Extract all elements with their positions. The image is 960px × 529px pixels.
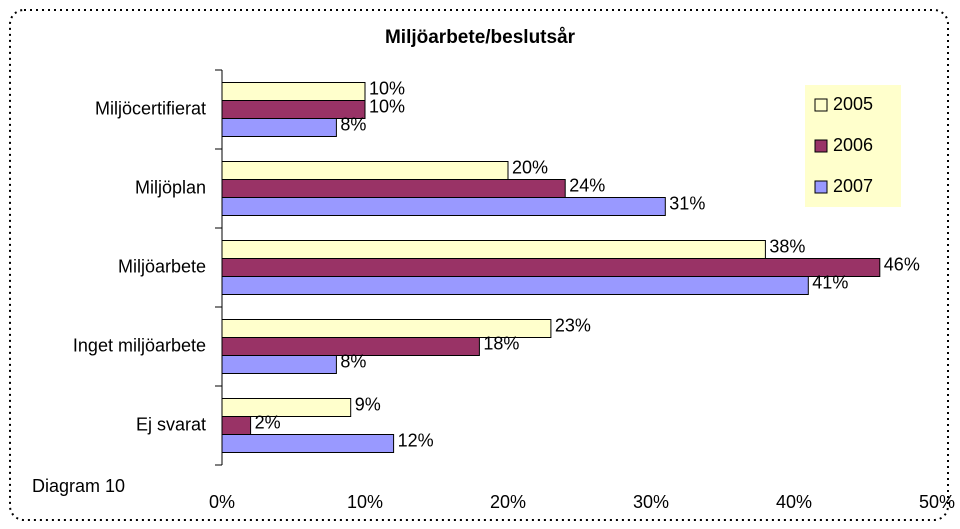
y-tick-label: Miljöcertifierat [95, 98, 206, 118]
data-label: 18% [483, 333, 519, 353]
legend-label: 2006 [833, 135, 873, 155]
bar [221, 258, 881, 277]
bar [221, 118, 337, 137]
y-tick-label: Miljöplan [135, 177, 206, 197]
x-tick-label: 50% [919, 492, 955, 512]
x-tick-label: 20% [490, 492, 526, 512]
legend-label: 2007 [833, 176, 873, 196]
legend-label: 2005 [833, 94, 873, 114]
data-label: 38% [769, 236, 805, 256]
bar [221, 337, 480, 356]
bar [221, 398, 352, 417]
data-label: 24% [569, 175, 605, 195]
y-tick-label: Miljöarbete [118, 256, 206, 276]
bar [221, 82, 366, 101]
y-tick-label: Ej svarat [136, 414, 206, 434]
data-label: 9% [355, 394, 381, 414]
bar [221, 355, 337, 374]
data-label: 46% [884, 254, 920, 274]
bar [221, 434, 395, 453]
bar [221, 161, 509, 180]
x-tick-label: 0% [209, 492, 235, 512]
data-label: 10% [369, 78, 405, 98]
data-label: 8% [340, 114, 366, 134]
bar [221, 240, 766, 259]
bar [221, 276, 809, 295]
chart-title: Miljöarbete/beslutsår [385, 27, 576, 48]
bar [221, 416, 252, 435]
data-label: 8% [340, 351, 366, 371]
data-label: 10% [369, 96, 405, 116]
annotation: Diagram 10 [32, 476, 125, 496]
data-label: 23% [555, 315, 591, 335]
x-tick-label: 40% [776, 492, 812, 512]
y-tick-label: Inget miljöarbete [73, 335, 206, 355]
data-label: 2% [255, 412, 281, 432]
legend-swatch [814, 139, 828, 153]
x-tick-label: 30% [633, 492, 669, 512]
x-tick-label: 10% [347, 492, 383, 512]
legend-swatch [814, 180, 828, 194]
data-label: 31% [669, 193, 705, 213]
data-label: 12% [398, 430, 434, 450]
data-label: 41% [812, 272, 848, 292]
bar [221, 197, 666, 216]
data-label: 20% [512, 157, 548, 177]
legend-swatch [814, 98, 828, 112]
bar [221, 179, 566, 198]
